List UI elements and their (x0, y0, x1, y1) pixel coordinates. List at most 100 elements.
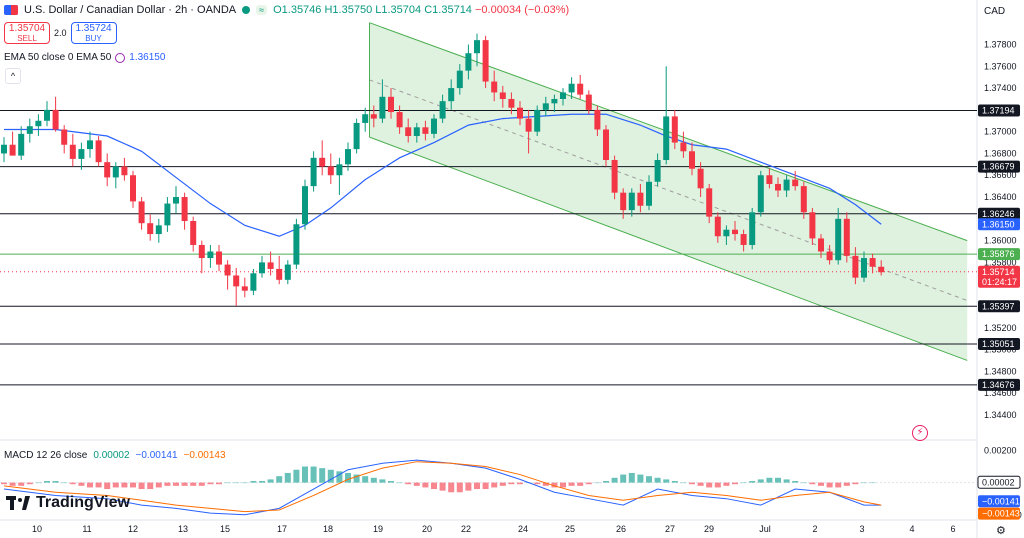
macd-hist-bar (852, 482, 859, 485)
macd-price-label: 0.00002 (982, 477, 1015, 487)
macd-hist-bar (52, 481, 59, 483)
candle-body (577, 83, 584, 95)
macd-hist-bar (276, 476, 283, 483)
candle-body (689, 151, 695, 169)
candle (396, 105, 403, 134)
lightning-icon[interactable]: ⚡ (912, 425, 928, 441)
macd-hist-bar (413, 482, 420, 486)
macd-hist-bar (431, 482, 437, 490)
candle (577, 75, 584, 99)
candle-body (190, 221, 197, 245)
candle-body (1, 144, 7, 154)
candle-body (749, 212, 756, 245)
candle (499, 85, 506, 108)
currency-label: CAD (984, 6, 1006, 17)
candle (852, 247, 859, 285)
macd-hist-bar (370, 477, 377, 483)
ema-legend[interactable]: EMA 50 close 0 EMA 50 1.36150 (4, 52, 165, 63)
tradingview-logo[interactable]: TradingView (6, 494, 130, 512)
candle (319, 140, 326, 176)
candle (646, 175, 652, 211)
macd-hist-bar (448, 482, 455, 493)
candle (112, 162, 119, 189)
macd-hist-bar (18, 482, 25, 486)
candle-body (843, 218, 850, 256)
candle-body (835, 218, 842, 261)
candle (164, 197, 171, 232)
candle (585, 90, 592, 115)
candle-body (456, 70, 463, 89)
symbol-header: U.S. Dollar / Canadian Dollar · 2h · OAN… (4, 4, 569, 16)
price-tick-label: 1.35200 (984, 323, 1017, 333)
candle-body (198, 244, 205, 259)
candle-body (147, 223, 154, 235)
macd-hist-bar (706, 482, 713, 488)
symbol-title[interactable]: U.S. Dollar / Canadian Dollar · 2h · OAN… (24, 4, 237, 16)
candle-body (104, 162, 111, 178)
macd-hist-bar (560, 482, 566, 488)
candle-body (818, 238, 824, 252)
collapse-legend-icon[interactable]: ^ (5, 68, 21, 84)
macd-hist-bar (646, 476, 652, 483)
candle-body (233, 275, 240, 287)
candle (611, 155, 618, 200)
macd-hist-bar (95, 482, 102, 488)
macd-hist-bar (69, 482, 76, 485)
macd-hist-bar (362, 476, 369, 483)
price-tick-label: 1.37600 (984, 61, 1017, 71)
candle-body (422, 127, 429, 134)
candle-body (654, 159, 661, 182)
macd-legend[interactable]: MACD 12 26 close 0.00002 −0.00141 −0.001… (4, 450, 226, 461)
price-tick-label: 1.36400 (984, 192, 1017, 202)
macd-hist-bar (345, 472, 351, 483)
ema-label: EMA 50 close 0 EMA 50 (4, 52, 112, 63)
time-tick-label: 15 (220, 524, 230, 534)
channel-lower-line (369, 136, 968, 361)
candle (654, 153, 661, 187)
change-value: −0.00034 (−0.03%) (475, 4, 570, 16)
candle-body (611, 159, 618, 193)
compare-icon[interactable]: ≈ (256, 5, 268, 15)
candle (431, 114, 437, 139)
macd-hist-bar (637, 474, 644, 483)
macd-hist-bar (155, 482, 162, 488)
candle-body (35, 120, 42, 127)
candle-body (345, 149, 351, 165)
macd-tick-label: 0.00200 (984, 445, 1017, 455)
macd-hist-bar (843, 482, 850, 486)
candle-body (465, 53, 472, 71)
macd-hist-bar (302, 466, 308, 483)
price-tick-label: 1.37400 (984, 83, 1017, 93)
buy-button[interactable]: 1.35724 BUY (70, 22, 117, 44)
macd-hist-bar (465, 482, 472, 491)
macd-hist-bar (422, 482, 429, 488)
indicator-settings-icon[interactable] (115, 52, 126, 63)
candle (525, 109, 532, 154)
last-price-label-bg (978, 265, 1020, 288)
candle (284, 260, 291, 285)
macd-hist-bar (663, 479, 670, 483)
sell-button[interactable]: 1.35704 SELL (4, 22, 50, 44)
time-tick-label: 13 (178, 524, 188, 534)
channel-price-label: 1.35876 (982, 249, 1015, 259)
macd-hist-bar (198, 482, 205, 486)
macd-price-label: −0.00143 (982, 509, 1020, 519)
macd-hist-bar (327, 469, 334, 483)
candle (439, 94, 446, 123)
time-tick-label: 18 (323, 524, 333, 534)
candle (878, 260, 885, 276)
candle-body (9, 144, 16, 156)
candle (542, 96, 549, 117)
macd-hist-bar (869, 482, 876, 484)
candle (620, 188, 627, 219)
candle-body (499, 92, 506, 99)
macd-hist-bar (319, 468, 326, 483)
candle (259, 255, 265, 278)
level-price-label: 1.34676 (982, 380, 1015, 390)
macd-hist-bar (250, 481, 257, 483)
gear-icon[interactable]: ⚙ (996, 525, 1006, 537)
candle-body (603, 129, 609, 160)
time-tick-label: 4 (909, 524, 914, 534)
candle-body (207, 251, 214, 259)
